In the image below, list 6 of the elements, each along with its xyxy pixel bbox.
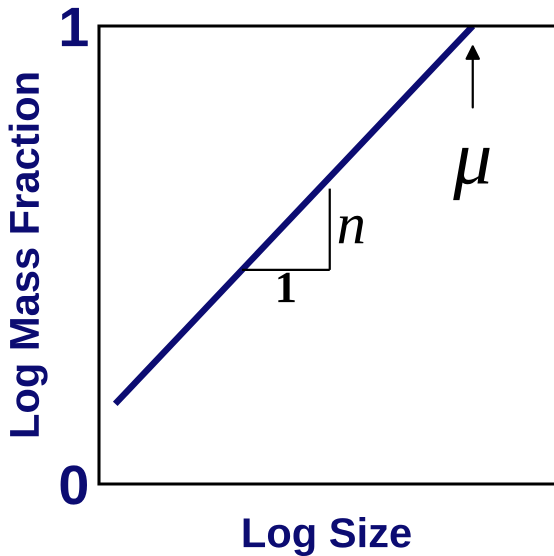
x-axis-title: Log Size [244,516,411,556]
annotation: 1 [278,272,295,302]
y-axis-title: Log Mass Fraction [8,74,48,436]
annotation: n [338,216,364,244]
y-tick-label: 0 [60,465,88,505]
annotation: μ [453,148,490,200]
